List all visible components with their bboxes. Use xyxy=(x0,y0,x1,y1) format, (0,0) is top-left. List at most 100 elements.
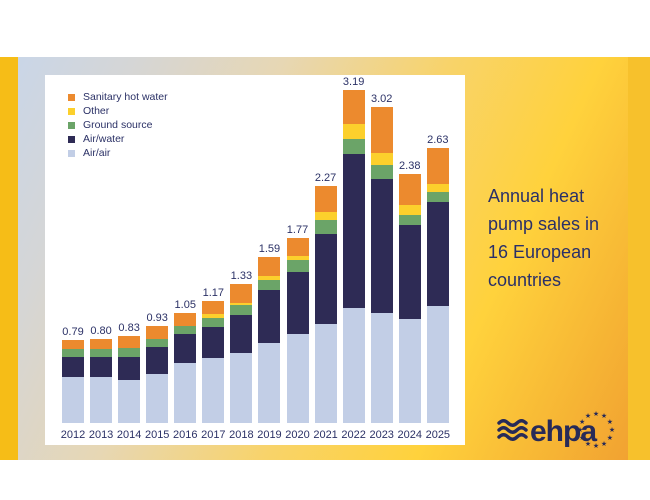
bar-column-2023: 3.02 2023 xyxy=(369,75,393,441)
bar-stack xyxy=(426,148,449,423)
bar-value-label: 1.77 xyxy=(286,224,309,237)
legend-swatch-sanitary-hot-water xyxy=(68,93,75,101)
x-axis-tick-label: 2018 xyxy=(229,429,254,441)
bar-stack xyxy=(258,256,281,423)
bar-segment-air-air xyxy=(258,342,281,423)
bar-segment-ground-source xyxy=(118,347,141,358)
legend-label: Air/water xyxy=(83,133,125,145)
bar-value-label: 0.80 xyxy=(90,325,112,338)
bar-segment-air-water xyxy=(286,271,309,335)
bar-segment-air-air xyxy=(314,323,337,423)
plot-area: 0.79 2012 0.80 2013 0.83 2014 0.93 2015 1.05 2016… xyxy=(61,75,450,441)
bar-segment-air-water xyxy=(90,357,113,377)
bar-segment-ground-source xyxy=(258,279,281,291)
bar-segment-ground-source xyxy=(314,220,337,234)
bar-column-2017: 1.17 2017 xyxy=(201,75,225,441)
bar-segment-air-water xyxy=(62,357,84,377)
legend-label: Other xyxy=(83,105,110,117)
bar-segment-sanitary-hot-water xyxy=(202,300,225,315)
bar-segment-ground-source xyxy=(426,192,449,202)
bar-segment-other xyxy=(370,153,393,165)
bar-column-2020: 1.77 2020 xyxy=(285,75,309,441)
bar-segment-sanitary-hot-water xyxy=(62,340,84,349)
bar-segment-sanitary-hot-water xyxy=(426,148,449,184)
bar-segment-air-air xyxy=(90,377,113,423)
bar-segment-other xyxy=(314,211,337,221)
bar-segment-other xyxy=(230,302,253,305)
bar-segment-ground-source xyxy=(230,304,253,316)
bar-column-2013: 0.80 2013 xyxy=(89,75,113,441)
bar-segment-air-water xyxy=(118,357,141,381)
x-axis-tick-label: 2024 xyxy=(397,429,422,441)
x-axis-tick-label: 2020 xyxy=(285,429,310,441)
bar-value-label: 3.19 xyxy=(342,75,365,88)
svg-text:★: ★ xyxy=(585,440,591,448)
bar-value-label: 3.02 xyxy=(370,93,393,106)
bar-segment-air-water xyxy=(370,178,393,314)
bar-segment-air-air xyxy=(230,353,253,423)
bar-segment-ground-source xyxy=(286,260,309,272)
triple-wave-icon xyxy=(497,419,528,441)
legend-item-air-water: Air/water xyxy=(68,134,168,144)
bar-stack xyxy=(286,238,309,423)
x-axis-tick-label: 2019 xyxy=(257,429,282,441)
bar-column-2022: 3.19 2022 xyxy=(341,75,365,441)
legend-swatch-air-air xyxy=(68,149,75,157)
bar-segment-sanitary-hot-water xyxy=(258,256,281,276)
bar-value-label: 2.38 xyxy=(399,160,421,173)
bar-column-2025: 2.63 2025 xyxy=(426,75,450,441)
x-axis-tick-label: 2015 xyxy=(144,429,170,441)
legend-swatch-ground-source xyxy=(68,121,75,129)
bar-column-2012: 0.79 2012 xyxy=(61,75,85,441)
legend-item-air-air: Air/air xyxy=(68,148,168,158)
bar-segment-other xyxy=(202,314,225,318)
bar-segment-ground-source xyxy=(370,164,393,179)
bar-value-label: 1.59 xyxy=(258,242,281,255)
bar-column-2015: 0.93 2015 xyxy=(145,75,169,441)
x-axis-tick-label: 2012 xyxy=(60,429,86,441)
ehpa-logo: ehpa ★ ★ ★ ★ ★ ★ ★ ★ ★ ★ ★ ★ xyxy=(496,408,626,456)
bar-segment-air-air xyxy=(398,318,421,423)
ehpa-logo-text: ehpa xyxy=(530,415,597,448)
x-axis-tick-label: 2014 xyxy=(116,429,142,441)
bar-segment-sanitary-hot-water xyxy=(398,174,421,205)
bar-segment-air-water xyxy=(146,346,169,374)
bar-segment-air-air xyxy=(202,358,225,423)
bar-stack xyxy=(370,107,393,423)
bar-segment-air-water xyxy=(230,315,253,353)
bar-stack xyxy=(230,284,253,423)
chart-panel: Sanitary hot water Other Ground source Air/… xyxy=(45,75,465,445)
bar-segment-other xyxy=(258,275,281,280)
bar-column-2018: 1.33 2018 xyxy=(229,75,253,441)
bar-column-2019: 1.59 2019 xyxy=(257,75,281,441)
x-axis-tick-label: 2022 xyxy=(341,429,366,441)
star-circle-icon: ★ ★ ★ ★ ★ ★ ★ ★ ★ ★ ★ ★ xyxy=(577,410,615,450)
bar-segment-sanitary-hot-water xyxy=(230,284,253,303)
bar-segment-sanitary-hot-water xyxy=(342,89,365,125)
chart-legend: Sanitary hot water Other Ground source Air/… xyxy=(68,92,168,162)
bar-segment-sanitary-hot-water xyxy=(146,325,169,340)
bar-segment-air-air xyxy=(118,380,141,423)
svg-text:★: ★ xyxy=(601,440,607,448)
svg-text:★: ★ xyxy=(585,412,591,420)
bar-segment-ground-source xyxy=(146,339,169,347)
bar-stack xyxy=(118,336,141,423)
bar-value-label: 0.83 xyxy=(118,322,140,335)
x-axis-tick-label: 2013 xyxy=(88,429,114,441)
bar-value-label: 1.05 xyxy=(174,299,196,312)
bar-column-2024: 2.38 2024 xyxy=(398,75,422,441)
bar-stack xyxy=(314,185,337,423)
bar-stack xyxy=(90,339,113,423)
bar-segment-air-water xyxy=(202,326,225,359)
bar-segment-air-water xyxy=(398,224,421,319)
x-axis-tick-label: 2021 xyxy=(313,429,338,441)
bar-segment-other xyxy=(342,124,365,139)
svg-text:★: ★ xyxy=(593,410,599,418)
svg-text:★: ★ xyxy=(607,418,613,426)
svg-text:★: ★ xyxy=(593,442,599,450)
x-axis-tick-label: 2017 xyxy=(201,429,226,441)
legend-label: Sanitary hot water xyxy=(83,91,168,103)
bar-segment-sanitary-hot-water xyxy=(314,185,337,212)
bar-stack xyxy=(62,340,84,423)
bar-segment-air-air xyxy=(286,334,309,423)
